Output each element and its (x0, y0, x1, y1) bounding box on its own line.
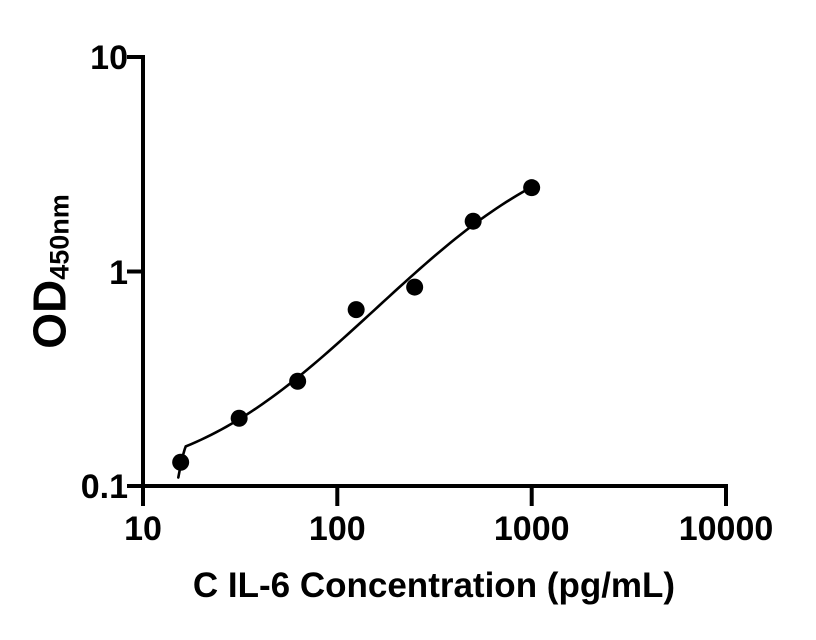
svg-text:10: 10 (124, 510, 162, 548)
svg-text:100: 100 (309, 510, 366, 548)
svg-text:1000: 1000 (494, 510, 570, 548)
svg-text:10: 10 (90, 39, 128, 77)
svg-text:OD450nm: OD450nm (24, 194, 76, 349)
svg-text:0.1: 0.1 (81, 468, 128, 506)
svg-text:1: 1 (109, 254, 128, 292)
svg-text:10000: 10000 (679, 510, 774, 548)
